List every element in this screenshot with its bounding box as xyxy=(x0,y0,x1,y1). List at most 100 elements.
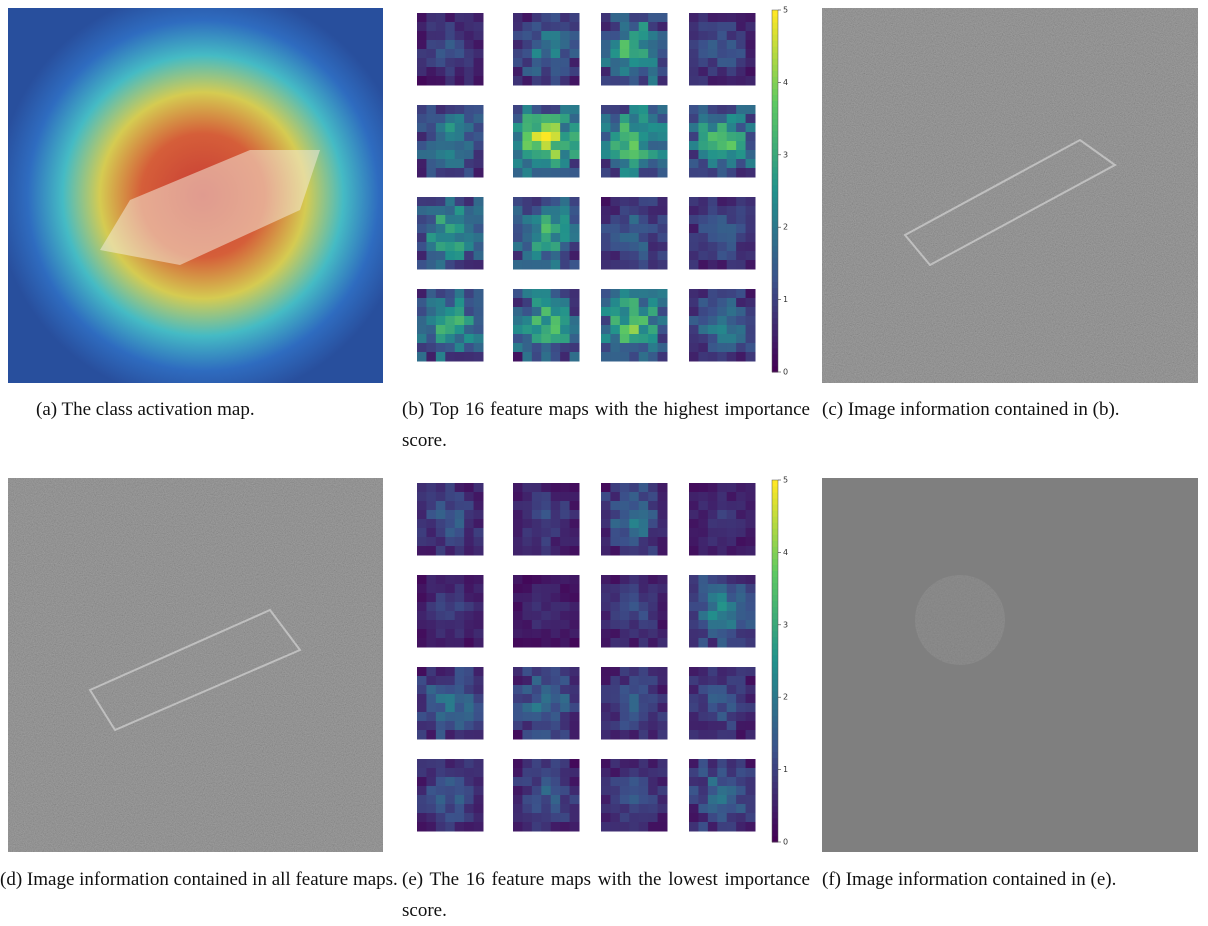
feature-map-cell xyxy=(610,22,620,32)
feature-map-cell xyxy=(551,224,561,234)
feature-map-cell xyxy=(601,334,611,344)
feature-map-cell xyxy=(736,528,746,538)
feature-map-cell xyxy=(717,712,727,722)
feature-map-cell xyxy=(698,813,708,823)
feature-map-cell xyxy=(610,584,620,594)
feature-map-cell xyxy=(610,215,620,225)
feature-map xyxy=(689,105,756,178)
feature-map-cell xyxy=(629,58,639,68)
feature-map-cell xyxy=(610,159,620,169)
feature-map-cell xyxy=(717,343,727,353)
feature-map-cell xyxy=(541,76,551,86)
colorbar-segment xyxy=(772,685,778,692)
feature-map-cell xyxy=(629,13,639,23)
feature-map-cell xyxy=(717,777,727,787)
feature-map-cell xyxy=(426,76,436,86)
feature-map-cell xyxy=(426,58,436,68)
feature-map-cell xyxy=(417,676,427,686)
feature-map-cell xyxy=(560,584,570,594)
colorbar-segment xyxy=(772,46,778,53)
feature-map-cell xyxy=(522,325,532,335)
feature-map-cell xyxy=(560,316,570,326)
feature-map-cell xyxy=(736,602,746,612)
feature-map-cell xyxy=(513,537,523,547)
feature-map-cell xyxy=(464,343,474,353)
feature-map-cell xyxy=(708,215,718,225)
feature-map-cell xyxy=(445,712,455,722)
feature-map-cell xyxy=(689,343,699,353)
feature-map-cell xyxy=(455,334,465,344)
feature-map-cell xyxy=(658,197,668,207)
feature-map-cell xyxy=(689,251,699,261)
feature-map xyxy=(689,289,756,362)
feature-map-cell xyxy=(629,813,639,823)
feature-map-cell xyxy=(620,777,630,787)
colorbar-segment xyxy=(772,770,778,777)
feature-map-cell xyxy=(426,795,436,805)
feature-map-cell xyxy=(610,795,620,805)
feature-map-cell xyxy=(570,260,580,270)
feature-map-cell xyxy=(689,804,699,814)
feature-map-cell xyxy=(455,289,465,299)
feature-map-cell xyxy=(708,298,718,308)
feature-map-cell xyxy=(464,105,474,115)
feature-map-cell xyxy=(610,629,620,639)
feature-map-cell xyxy=(513,510,523,520)
feature-map-cell xyxy=(513,777,523,787)
feature-map-cell xyxy=(426,49,436,59)
colorbar-segment xyxy=(772,812,778,819)
feature-map-cell xyxy=(746,629,756,639)
feature-map-cell xyxy=(629,638,639,648)
feature-map-cell xyxy=(445,316,455,326)
colorbar-segment xyxy=(772,752,778,759)
feature-map-cell xyxy=(474,730,484,740)
feature-map-cell xyxy=(436,483,446,493)
feature-map-cell xyxy=(620,206,630,216)
feature-map-cell xyxy=(532,76,542,86)
feature-map-cell xyxy=(560,298,570,308)
feature-map-cell xyxy=(648,114,658,124)
feature-map-cell xyxy=(464,786,474,796)
feature-map-cell xyxy=(689,22,699,32)
feature-map-cell xyxy=(698,31,708,41)
feature-map-cell xyxy=(736,584,746,594)
feature-map-cell xyxy=(551,712,561,722)
feature-map-cell xyxy=(698,105,708,115)
feature-map-cell xyxy=(698,76,708,86)
feature-map-cell xyxy=(570,492,580,502)
feature-map-cell xyxy=(522,703,532,713)
reconstruction-image xyxy=(8,478,383,852)
colorbar-segment xyxy=(772,143,778,150)
feature-map-cell xyxy=(620,501,630,511)
feature-map-cell xyxy=(708,813,718,823)
colorbar-segment xyxy=(772,16,778,23)
feature-map-cell xyxy=(727,67,737,77)
feature-map-cell xyxy=(629,822,639,832)
feature-map-cell xyxy=(698,786,708,796)
feature-map-cell xyxy=(639,58,649,68)
feature-map-cell xyxy=(417,67,427,77)
colorbar-segment xyxy=(772,366,778,373)
feature-map-cell xyxy=(648,316,658,326)
feature-map-cell xyxy=(698,316,708,326)
colorbar-segment xyxy=(772,631,778,638)
feature-map-cell xyxy=(629,141,639,151)
feature-map-cell xyxy=(455,251,465,261)
feature-map-cell xyxy=(551,777,561,787)
feature-map-cell xyxy=(648,620,658,630)
feature-map-cell xyxy=(426,667,436,677)
feature-map-cell xyxy=(610,242,620,252)
feature-map-cell xyxy=(717,768,727,778)
feature-map-cell xyxy=(708,334,718,344)
feature-map-cell xyxy=(560,31,570,41)
feature-map-cell xyxy=(727,325,737,335)
feature-map-cell xyxy=(541,667,551,677)
feature-map-cell xyxy=(648,804,658,814)
feature-map-cell xyxy=(658,168,668,178)
feature-map-cell xyxy=(629,289,639,299)
feature-map-cell xyxy=(464,822,474,832)
feature-map-cell xyxy=(426,67,436,77)
feature-map xyxy=(417,13,484,86)
feature-map-cell xyxy=(689,777,699,787)
feature-map-cell xyxy=(620,67,630,77)
